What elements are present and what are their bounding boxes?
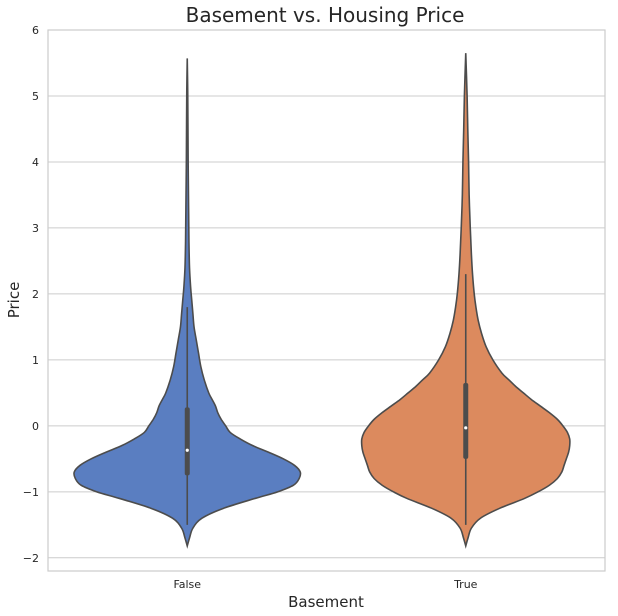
median-marker bbox=[464, 426, 468, 430]
y-tick-label: −1 bbox=[23, 486, 39, 499]
plot-frame bbox=[47, 29, 606, 572]
y-tick-label: −2 bbox=[23, 552, 39, 565]
y-tick-label: 3 bbox=[32, 222, 39, 235]
y-tick-label: 6 bbox=[32, 24, 39, 37]
y-ticks: −2 −1 0 1 2 3 4 5 6 bbox=[23, 24, 39, 565]
x-tick-label: True bbox=[453, 578, 478, 591]
x-tick-label: False bbox=[173, 578, 201, 591]
violin-false bbox=[73, 58, 302, 549]
y-tick-label: 0 bbox=[32, 420, 39, 433]
iqr-box bbox=[463, 382, 469, 459]
chart-title: Basement vs. Housing Price bbox=[186, 3, 465, 27]
y-tick-label: 1 bbox=[32, 354, 39, 367]
y-tick-label: 2 bbox=[32, 288, 39, 301]
violins bbox=[73, 53, 571, 549]
iqr-box bbox=[184, 407, 190, 476]
x-ticks: False True bbox=[173, 578, 477, 591]
y-axis-label: Price bbox=[5, 282, 23, 319]
y-tick-label: 5 bbox=[32, 90, 39, 103]
x-axis-label: Basement bbox=[288, 593, 364, 611]
median-marker bbox=[185, 448, 189, 452]
y-tick-label: 4 bbox=[32, 156, 39, 169]
